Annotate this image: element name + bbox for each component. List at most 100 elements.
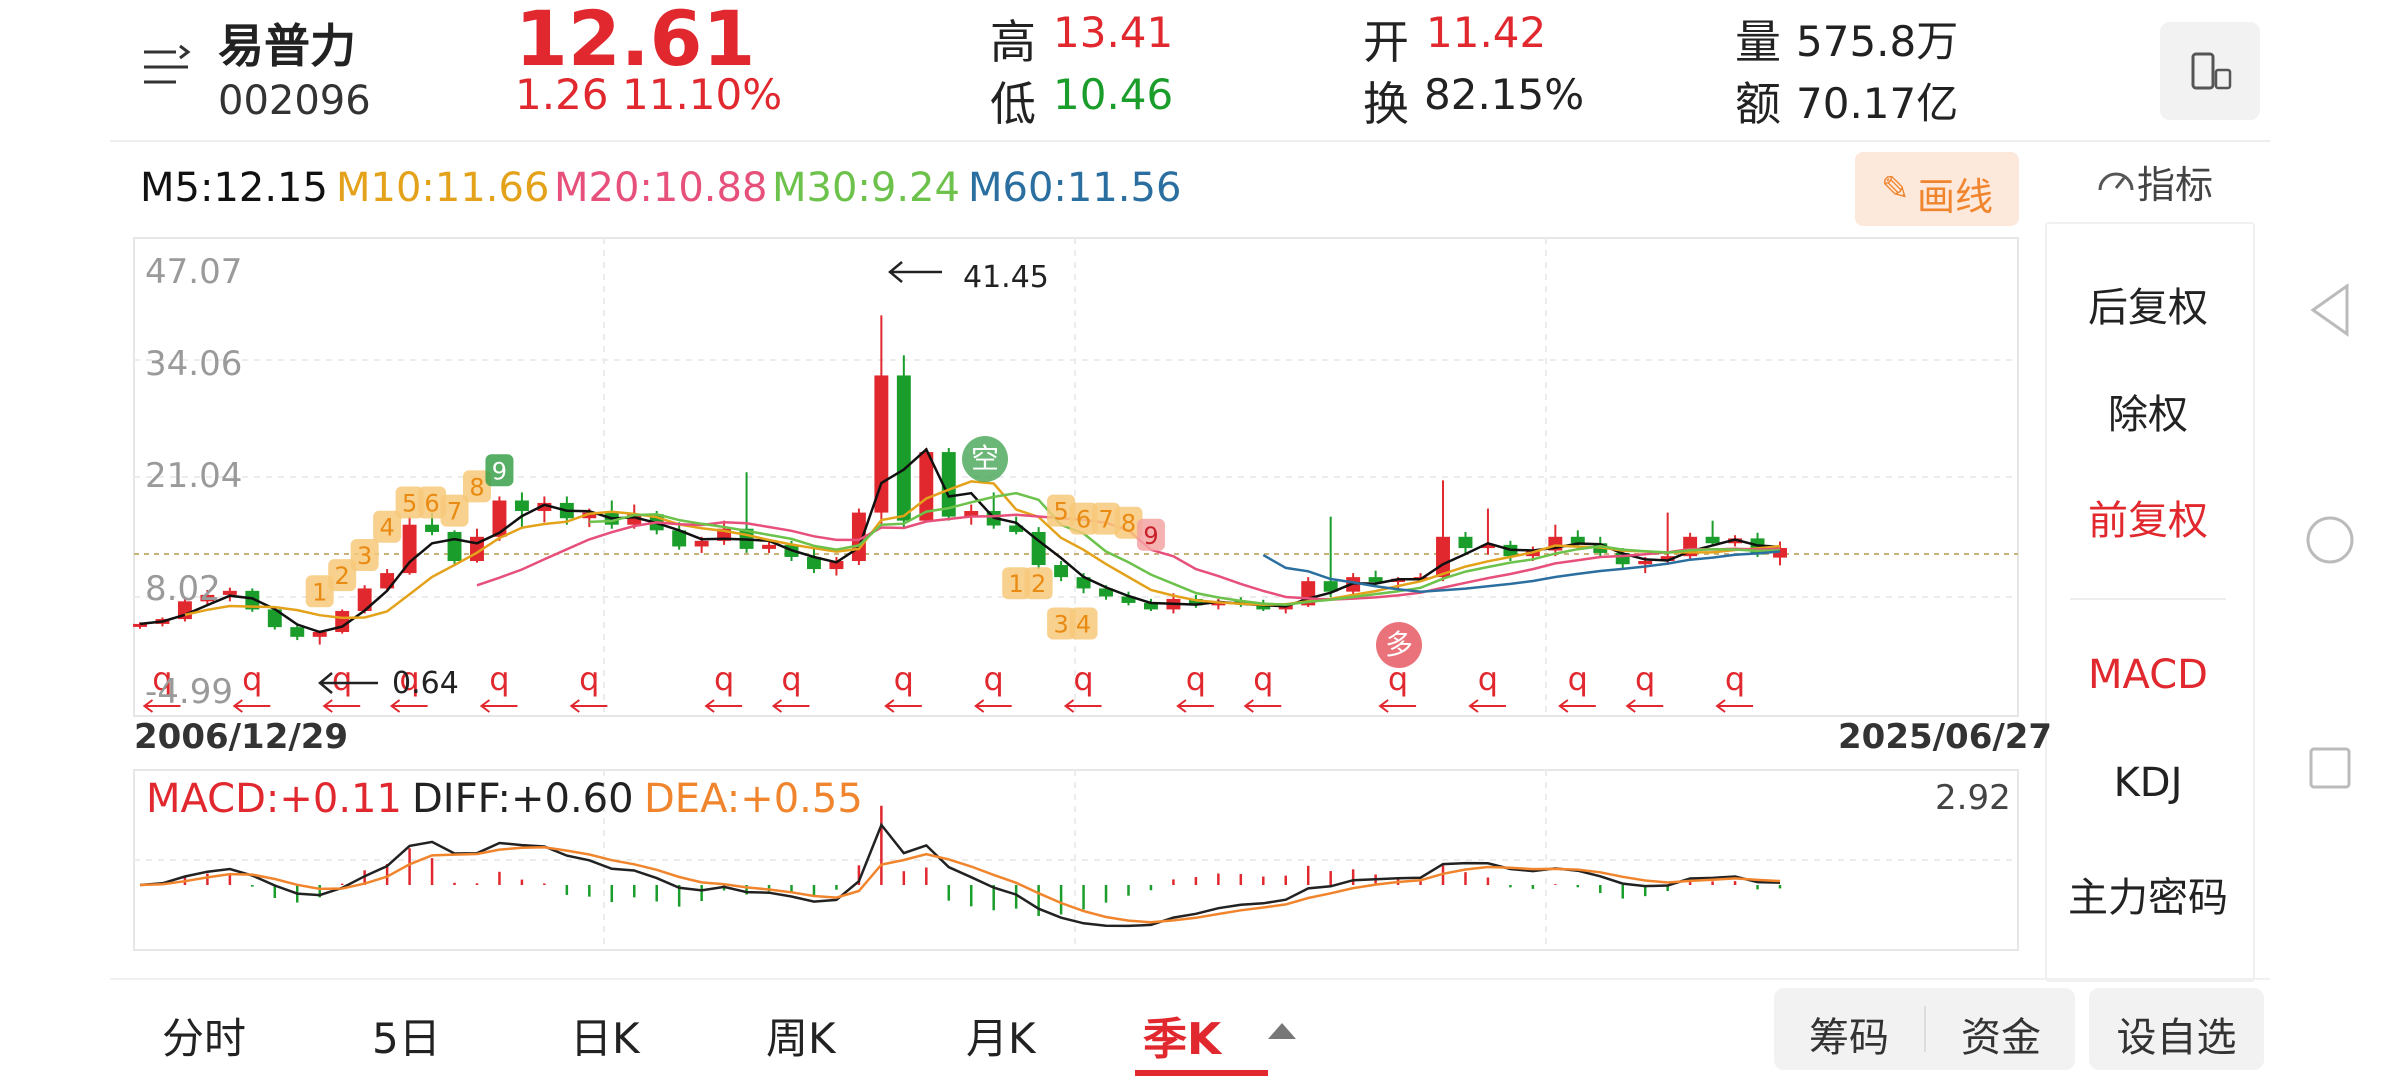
q-marker: q <box>1388 660 1408 698</box>
date-start: 2006/12/29 <box>134 717 349 757</box>
tab-monthly-k[interactable]: 月K <box>966 1014 1036 1063</box>
td-badge-number: 9 <box>1143 522 1158 550</box>
ma10-line <box>184 480 1781 620</box>
add-watchlist-button[interactable]: 设自选 <box>2089 988 2264 1070</box>
caret-up-icon[interactable] <box>1266 1021 1298 1041</box>
candle-body <box>402 524 417 574</box>
q-marker-arrowhead <box>1378 699 1389 713</box>
gauge-icon <box>2098 172 2134 191</box>
back-nav-icon[interactable] <box>2305 280 2355 340</box>
recents-nav-icon[interactable] <box>2305 743 2355 793</box>
td-badge <box>350 538 379 571</box>
td-badge-number: 3 <box>357 542 372 570</box>
side-item-kdj[interactable]: KDJ <box>2113 760 2183 806</box>
candle-body <box>1705 536 1720 544</box>
y-tick-4: 8.02 <box>145 569 221 609</box>
candle-body <box>1368 577 1383 582</box>
q-marker: q <box>781 660 801 698</box>
draw-line-button[interactable]: ✎ 画线 <box>1855 152 2019 226</box>
q-marker-arrowhead <box>704 699 715 713</box>
menu-icon[interactable] <box>140 42 192 92</box>
min-price-annotation <box>318 672 378 694</box>
max-price-annotation <box>888 261 942 283</box>
active-tab-underline <box>1135 1070 1268 1076</box>
tab-quarterly-k[interactable]: 季K <box>1143 1014 1222 1065</box>
q-marker: q <box>1478 660 1498 698</box>
home-nav-icon[interactable] <box>2302 512 2358 568</box>
side-item-backward-adjust[interactable]: 后复权 <box>2088 285 2208 331</box>
candle-body <box>1458 536 1473 549</box>
td-badge <box>1002 567 1031 600</box>
candle-body <box>941 452 956 517</box>
candle-body <box>807 556 821 570</box>
side-item-main-force[interactable]: 主力密码 <box>2068 875 2228 921</box>
ma5-label: M5:12.15 <box>140 165 328 211</box>
candle-body <box>425 524 440 532</box>
td-badge <box>1092 502 1121 535</box>
q-marker-arrowhead <box>884 699 895 713</box>
q-marker: q <box>894 660 914 698</box>
td-badge <box>1047 494 1076 527</box>
current-price: 12.61 <box>515 0 756 83</box>
candle-body <box>874 375 889 513</box>
tab-intraday[interactable]: 分时 <box>162 1014 247 1063</box>
td-badge <box>1114 506 1143 539</box>
td-badge <box>1069 502 1098 535</box>
candle-body <box>964 510 979 517</box>
tab-5day[interactable]: 5日 <box>372 1014 441 1063</box>
td-badge <box>373 510 402 543</box>
tab-weekly-k[interactable]: 周K <box>766 1014 836 1063</box>
chips-button[interactable]: 筹码 <box>1809 1015 1889 1061</box>
candle-body <box>357 588 372 612</box>
side-item-forward-adjust[interactable]: 前复权 <box>2088 498 2208 544</box>
td-badge <box>1069 607 1098 640</box>
funds-button[interactable]: 资金 <box>1961 1015 2041 1061</box>
td-badge-number: 2 <box>335 562 350 590</box>
stock-name: 易普力 <box>218 19 356 73</box>
candle-body <box>582 512 597 519</box>
y-tick-3: 21.04 <box>145 456 243 496</box>
q-marker-arrowhead <box>1243 699 1254 713</box>
q-marker-arrowhead <box>1468 699 1479 713</box>
dea-value: DEA:+0.55 <box>644 776 863 822</box>
tab-daily-k[interactable]: 日K <box>570 1014 640 1063</box>
td-badge-number: 4 <box>1076 611 1091 639</box>
side-item-ex-rights[interactable]: 除权 <box>2108 392 2188 438</box>
sell-signal-badge: 空 <box>962 436 1008 482</box>
open-label: 开 <box>1363 15 1409 69</box>
td-badge-number: 8 <box>1121 510 1136 538</box>
low-label: 低 <box>990 77 1036 131</box>
open-value: 11.42 <box>1426 8 1547 57</box>
td-badge-number: 7 <box>1098 506 1113 534</box>
candle-body <box>1121 596 1136 603</box>
candle-body <box>1638 560 1653 565</box>
header-divider <box>110 140 2270 142</box>
candle-body <box>672 530 687 547</box>
date-end: 2025/06/27 <box>1838 717 2053 757</box>
y-tick-2: 34.06 <box>145 344 243 384</box>
side-item-macd[interactable]: MACD <box>2088 652 2208 698</box>
td-badge <box>395 486 424 519</box>
q-marker-arrowhead <box>1176 699 1187 713</box>
q-marker: q <box>1568 660 1588 698</box>
candle-body <box>1188 598 1203 606</box>
q-marker: q <box>489 660 509 698</box>
candle-body <box>1054 565 1069 578</box>
q-marker-arrowhead <box>322 699 333 713</box>
td-badge-number: 3 <box>1053 611 1068 639</box>
ma30-label: M30:9.24 <box>772 165 960 211</box>
high-label: 高 <box>990 15 1036 69</box>
td-badge-number: 9 <box>492 457 507 485</box>
q-marker: q <box>399 660 419 698</box>
rotate-screen-button[interactable] <box>2160 22 2260 120</box>
volume-label: 量 <box>1735 15 1781 69</box>
candle-body <box>694 540 709 547</box>
side-menu <box>2045 222 2255 982</box>
td-badge <box>1024 567 1053 600</box>
candle-body <box>537 502 552 511</box>
indicator-button[interactable]: 指标 <box>2095 152 2225 208</box>
td-badge <box>305 575 334 608</box>
candle-body <box>245 590 260 610</box>
q-marker-arrowhead <box>569 699 580 713</box>
